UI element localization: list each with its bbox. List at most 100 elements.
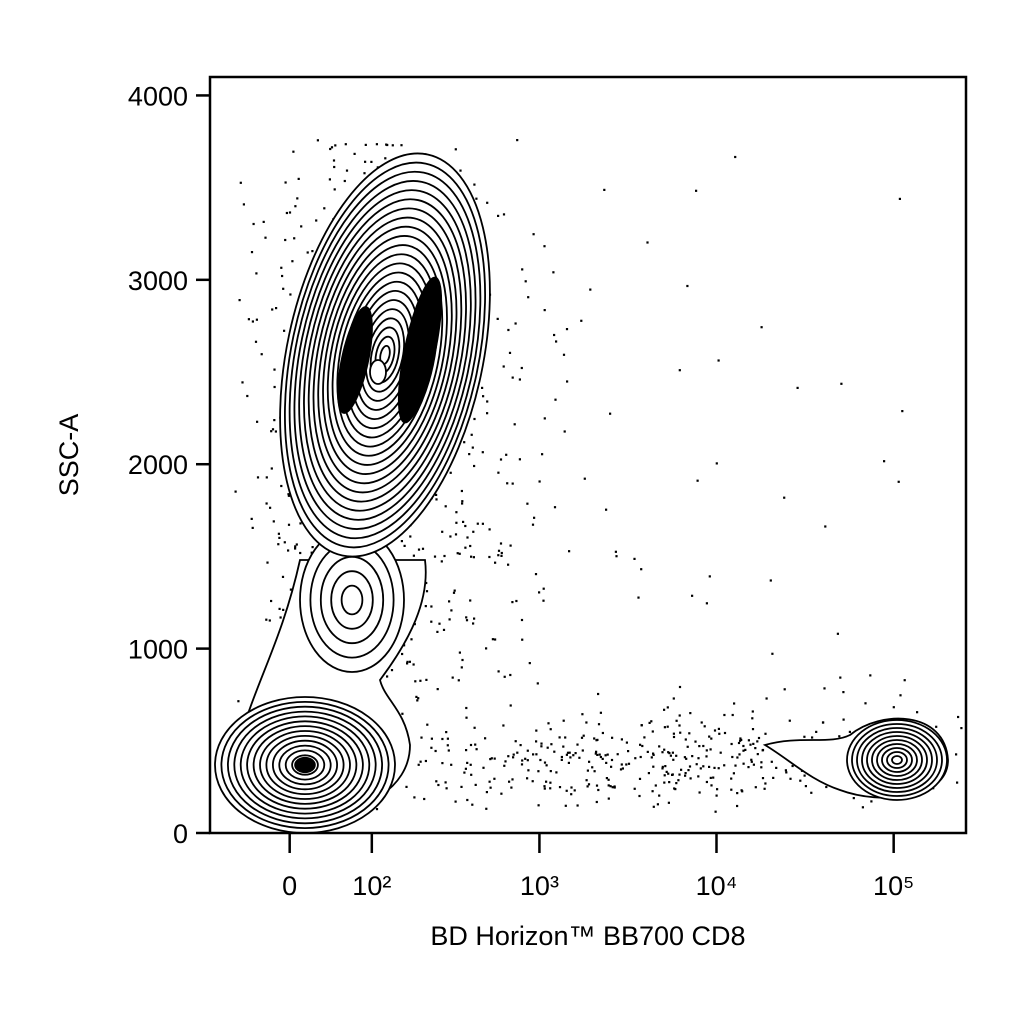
event-dot bbox=[524, 757, 527, 760]
event-dot bbox=[531, 523, 535, 526]
event-dot bbox=[507, 563, 510, 566]
event-dot bbox=[553, 750, 556, 753]
event-dot bbox=[607, 784, 610, 787]
event-dot bbox=[543, 417, 546, 420]
event-dot bbox=[689, 712, 692, 715]
event-dot bbox=[614, 550, 617, 553]
event-dot bbox=[756, 740, 759, 743]
event-dot bbox=[484, 737, 487, 740]
event-dot bbox=[750, 758, 753, 761]
event-dot bbox=[465, 706, 468, 710]
event-dot bbox=[538, 591, 541, 594]
event-dot bbox=[473, 617, 476, 620]
event-dot bbox=[750, 760, 753, 763]
event-dot bbox=[672, 732, 675, 735]
event-dot bbox=[425, 581, 428, 585]
event-dot bbox=[454, 148, 457, 151]
event-dot bbox=[668, 781, 671, 784]
event-dot bbox=[436, 688, 439, 691]
event-dot bbox=[717, 767, 720, 770]
event-dot bbox=[648, 721, 651, 724]
event-dot bbox=[526, 749, 529, 752]
event-dot bbox=[456, 552, 459, 555]
event-dot bbox=[601, 757, 604, 760]
event-dot bbox=[445, 787, 448, 790]
event-dot bbox=[789, 777, 792, 780]
event-dot bbox=[269, 506, 272, 509]
event-dot bbox=[742, 744, 745, 748]
event-dot bbox=[343, 179, 346, 183]
event-dot bbox=[672, 697, 675, 700]
event-dot bbox=[441, 530, 444, 533]
event-dot bbox=[712, 776, 715, 779]
event-dot bbox=[638, 794, 641, 798]
event-dot bbox=[698, 791, 701, 794]
event-dot bbox=[784, 769, 787, 772]
event-dot bbox=[284, 181, 287, 184]
event-dot bbox=[675, 754, 678, 757]
event-dot bbox=[334, 144, 337, 147]
event-dot bbox=[713, 729, 717, 732]
event-dot bbox=[279, 616, 282, 619]
event-dot bbox=[513, 423, 516, 426]
event-dot bbox=[652, 765, 655, 768]
event-dot bbox=[500, 554, 503, 557]
event-dot bbox=[474, 783, 477, 786]
event-dot bbox=[520, 763, 524, 766]
event-dot bbox=[509, 673, 512, 677]
event-dot bbox=[435, 493, 438, 496]
event-dot bbox=[468, 453, 471, 456]
event-dot bbox=[472, 622, 475, 625]
event-dot bbox=[549, 781, 552, 784]
event-dot bbox=[861, 806, 864, 809]
event-dot bbox=[424, 759, 427, 763]
event-dot bbox=[481, 386, 484, 389]
event-dot bbox=[679, 731, 682, 734]
event-dot bbox=[543, 785, 546, 788]
event-dot bbox=[678, 714, 681, 717]
event-dot bbox=[586, 769, 589, 772]
event-dot bbox=[271, 428, 275, 431]
event-dot bbox=[299, 522, 302, 525]
contour bbox=[331, 253, 439, 457]
event-dot bbox=[565, 789, 568, 792]
event-dot bbox=[454, 533, 458, 536]
event-dot bbox=[783, 688, 786, 691]
event-dot bbox=[708, 765, 711, 768]
event-dot bbox=[568, 751, 571, 754]
event-dot bbox=[521, 268, 524, 271]
event-dot bbox=[473, 726, 476, 729]
event-dot bbox=[639, 743, 642, 746]
event-dot bbox=[694, 740, 697, 743]
event-dot bbox=[564, 804, 567, 807]
event-dot bbox=[749, 743, 752, 746]
event-dot bbox=[957, 715, 960, 719]
event-dot bbox=[463, 771, 466, 774]
event-dot bbox=[609, 785, 612, 788]
event-dot bbox=[864, 702, 867, 705]
event-dot bbox=[460, 666, 463, 669]
event-dot bbox=[292, 150, 295, 153]
event-dot bbox=[760, 761, 763, 764]
event-dot bbox=[532, 233, 535, 236]
event-dot bbox=[560, 758, 563, 761]
event-dot bbox=[661, 751, 664, 754]
contour bbox=[340, 584, 364, 616]
event-dot bbox=[783, 496, 786, 499]
event-dot bbox=[330, 146, 334, 149]
event-dot bbox=[761, 777, 765, 780]
event-dot bbox=[406, 660, 409, 663]
event-dot bbox=[633, 787, 636, 790]
event-dot bbox=[425, 678, 428, 681]
event-dot bbox=[553, 506, 557, 509]
event-dot bbox=[254, 340, 258, 343]
event-dot bbox=[620, 763, 623, 766]
event-dot bbox=[581, 749, 584, 752]
event-dot bbox=[446, 737, 449, 740]
event-dot bbox=[288, 211, 292, 214]
event-dot bbox=[572, 754, 575, 757]
event-dot bbox=[678, 369, 681, 372]
event-dot bbox=[731, 755, 734, 759]
event-dot bbox=[289, 588, 292, 591]
event-dot bbox=[332, 159, 336, 162]
